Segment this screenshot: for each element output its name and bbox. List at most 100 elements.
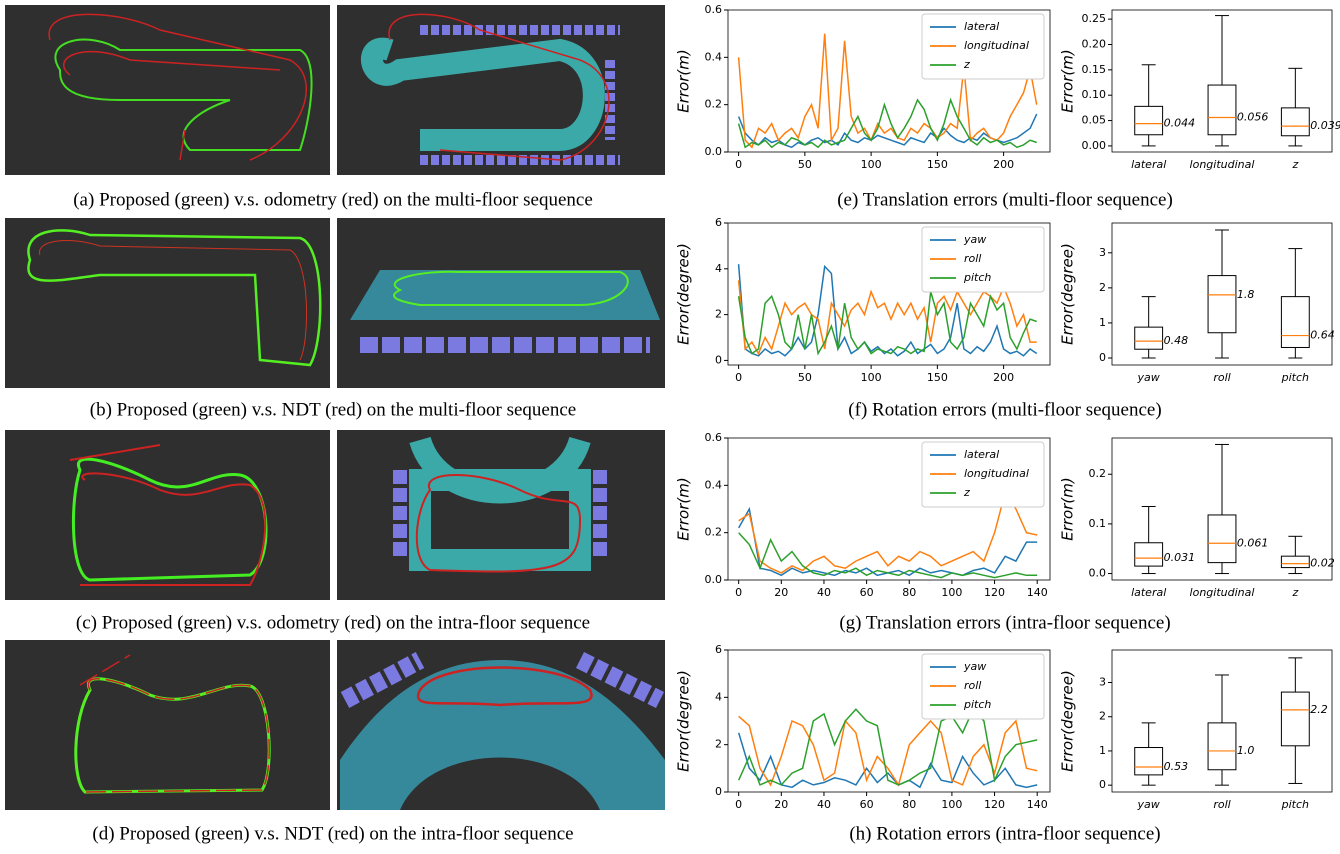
legend-label: pitch bbox=[963, 271, 991, 284]
y-axis-label: Error(m) bbox=[675, 49, 693, 112]
y-axis-label: Error(degree) bbox=[1059, 243, 1077, 345]
box bbox=[1281, 297, 1309, 348]
y-tick-label: 0.2 bbox=[705, 526, 723, 539]
x-tick-label: 50 bbox=[798, 371, 812, 384]
legend-label: yaw bbox=[963, 660, 986, 673]
x-tick-label: 200 bbox=[993, 371, 1014, 384]
x-tick-label: 60 bbox=[860, 798, 874, 811]
series-line bbox=[739, 100, 1037, 147]
x-tick-label: pitch bbox=[1281, 798, 1309, 811]
y-tick-label: 3 bbox=[1099, 246, 1106, 259]
caption: (a) Proposed (green) v.s. odometry (red)… bbox=[73, 189, 593, 210]
legend-label: z bbox=[963, 486, 970, 499]
y-tick-label: 1 bbox=[1099, 316, 1106, 329]
box bbox=[1135, 327, 1163, 349]
x-tick-label: 0 bbox=[735, 158, 742, 171]
y-tick-label: 0.10 bbox=[1082, 88, 1107, 101]
box bbox=[1135, 106, 1163, 134]
screenshot-pair bbox=[5, 5, 665, 175]
x-tick-label: roll bbox=[1213, 798, 1230, 811]
series-line bbox=[739, 716, 1037, 785]
legend-label: longitudinal bbox=[964, 39, 1029, 52]
x-tick-label: z bbox=[1291, 158, 1298, 171]
y-tick-label: 0.25 bbox=[1082, 12, 1107, 25]
caption: (f) Rotation errors (multi-floor sequenc… bbox=[848, 399, 1161, 420]
x-tick-label: 200 bbox=[993, 158, 1014, 171]
y-tick-label: 0 bbox=[715, 353, 722, 366]
y-axis-label: Error(m) bbox=[675, 477, 693, 540]
y-axis-label: Error(degree) bbox=[675, 670, 693, 772]
x-tick-label: 40 bbox=[817, 586, 831, 599]
median-label: 0.48 bbox=[1164, 334, 1189, 347]
median-label: 0.044 bbox=[1164, 117, 1196, 130]
median-label: 1.8 bbox=[1237, 288, 1255, 301]
y-axis-label: Error(degree) bbox=[675, 243, 693, 345]
legend-label: lateral bbox=[964, 448, 999, 461]
median-label: 2.2 bbox=[1310, 703, 1328, 716]
x-tick-label: 120 bbox=[984, 586, 1005, 599]
y-tick-label: 6 bbox=[715, 216, 722, 229]
x-tick-label: 60 bbox=[860, 586, 874, 599]
y-tick-label: 2 bbox=[1099, 710, 1106, 723]
y-tick-label: 0.2 bbox=[705, 98, 723, 111]
x-tick-label: 100 bbox=[941, 798, 962, 811]
x-tick-label: 100 bbox=[861, 371, 882, 384]
x-tick-label: longitudinal bbox=[1190, 586, 1255, 599]
legend-label: pitch bbox=[963, 698, 991, 711]
x-tick-label: 100 bbox=[861, 158, 882, 171]
x-tick-label: 150 bbox=[927, 158, 948, 171]
y-tick-label: 0.4 bbox=[705, 478, 723, 491]
y-axis-label: Error(m) bbox=[1059, 477, 1077, 540]
box bbox=[1281, 556, 1309, 567]
y-tick-label: 0.0 bbox=[1089, 567, 1107, 580]
y-tick-label: 0.0 bbox=[705, 145, 723, 158]
box bbox=[1281, 108, 1309, 136]
screenshot-pair bbox=[5, 218, 665, 388]
box bbox=[1208, 85, 1236, 135]
y-tick-label: 0 bbox=[1099, 351, 1106, 364]
box bbox=[1208, 723, 1236, 770]
caption: (h) Rotation errors (intra-floor sequenc… bbox=[849, 823, 1160, 844]
x-tick-label: 20 bbox=[774, 798, 788, 811]
y-tick-label: 2 bbox=[1099, 281, 1106, 294]
y-tick-label: 0.2 bbox=[1089, 467, 1107, 480]
legend-label: lateral bbox=[964, 20, 999, 33]
x-tick-label: 80 bbox=[902, 586, 916, 599]
median-label: 0.53 bbox=[1164, 760, 1189, 773]
y-tick-label: 2 bbox=[715, 308, 722, 321]
caption: (g) Translation errors (intra-floor sequ… bbox=[839, 612, 1170, 633]
y-tick-label: 0.0 bbox=[705, 573, 723, 586]
render-image bbox=[5, 640, 330, 810]
y-axis-label: Error(degree) bbox=[1059, 670, 1077, 772]
screenshot-pair bbox=[5, 430, 665, 600]
ramp bbox=[350, 270, 660, 320]
y-tick-label: 0.00 bbox=[1082, 139, 1107, 152]
x-tick-label: roll bbox=[1213, 371, 1230, 384]
y-tick-label: 4 bbox=[715, 690, 722, 703]
x-tick-label: lateral bbox=[1131, 586, 1166, 599]
median-label: 0.061 bbox=[1237, 536, 1269, 549]
x-tick-label: 40 bbox=[817, 798, 831, 811]
y-axis-label: Error(m) bbox=[1059, 49, 1077, 112]
y-tick-label: 0.6 bbox=[705, 431, 723, 444]
median-label: 0.64 bbox=[1310, 329, 1335, 342]
y-tick-label: 0 bbox=[715, 785, 722, 798]
caption: (c) Proposed (green) v.s. odometry (red)… bbox=[76, 612, 590, 633]
x-tick-label: 20 bbox=[774, 586, 788, 599]
caption: (e) Translation errors (multi-floor sequ… bbox=[837, 189, 1173, 210]
y-tick-label: 1 bbox=[1099, 744, 1106, 757]
y-tick-label: 0.4 bbox=[705, 50, 723, 63]
x-tick-label: yaw bbox=[1137, 798, 1160, 811]
x-tick-label: pitch bbox=[1281, 371, 1309, 384]
x-tick-label: longitudinal bbox=[1190, 158, 1255, 171]
box bbox=[1135, 543, 1163, 566]
render-image bbox=[5, 430, 330, 600]
x-tick-label: lateral bbox=[1131, 158, 1166, 171]
render-image bbox=[337, 430, 665, 600]
y-tick-label: 0.20 bbox=[1082, 37, 1107, 50]
y-tick-label: 0.15 bbox=[1082, 63, 1107, 76]
x-tick-label: z bbox=[1291, 586, 1298, 599]
y-tick-label: 4 bbox=[715, 262, 722, 275]
y-tick-label: 3 bbox=[1099, 676, 1106, 689]
caption: (b) Proposed (green) v.s. NDT (red) on t… bbox=[90, 399, 576, 420]
